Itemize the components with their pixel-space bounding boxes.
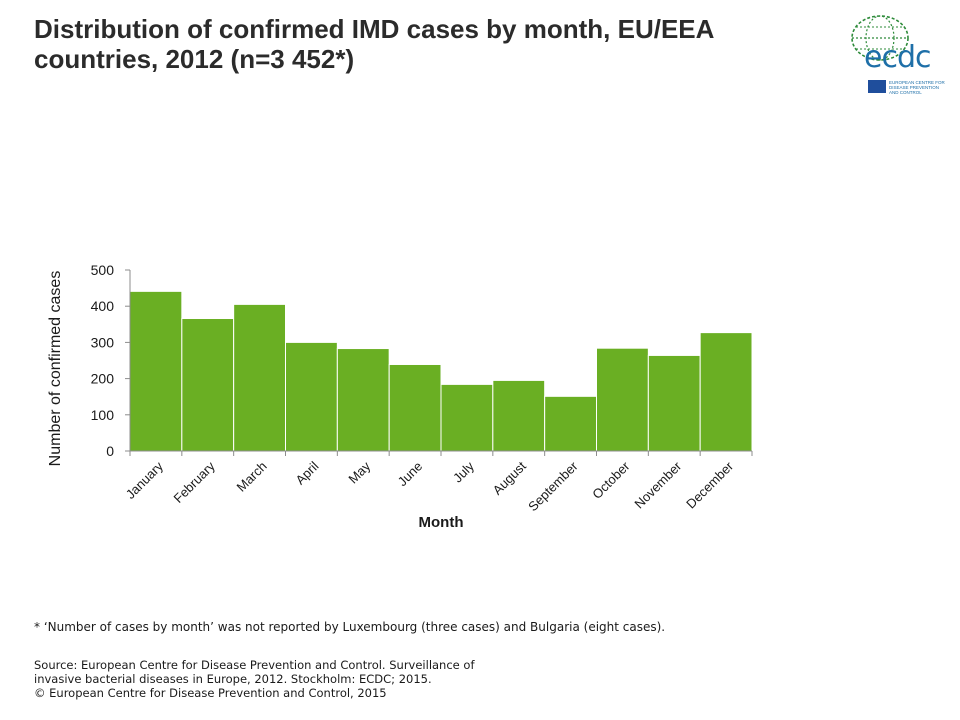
copyright-line: © European Centre for Disease Prevention… <box>34 686 387 700</box>
bar-september <box>544 395 598 452</box>
x-tick-label: April <box>293 458 322 487</box>
source-citation: Source: European Centre for Disease Prev… <box>34 658 514 700</box>
bar-october <box>596 347 649 452</box>
bar-july <box>440 383 494 452</box>
source-line: Source: European Centre for Disease Prev… <box>34 658 475 672</box>
bar-august <box>492 379 546 452</box>
logo-subtitle: EUROPEAN CENTRE FOR DISEASE PREVENTION A… <box>889 80 945 95</box>
x-tick-label: March <box>234 459 270 495</box>
y-axis-label: Number of confirmed cases <box>47 271 64 467</box>
bar-chart: 0 100 200 300 400 500 January February March Apr… <box>47 262 753 531</box>
y-tick-label: 0 <box>106 443 114 459</box>
bar-february <box>181 318 235 452</box>
bar-june <box>388 363 442 452</box>
x-tick-label: November <box>631 458 684 511</box>
logo-wordmark: ecdc <box>864 40 931 75</box>
bar-may <box>336 348 390 452</box>
bar-november <box>647 354 701 452</box>
x-tick-label: February <box>170 458 218 506</box>
bar-march <box>233 303 287 452</box>
x-tick-label: July <box>450 458 477 485</box>
ecdc-logo: ecdc EUROPEAN CENTRE FOR DISEASE PREVENT… <box>846 10 945 100</box>
source-line: invasive bacterial diseases in Europe, 2… <box>34 672 432 686</box>
x-axis-ticks: January February March April May June July Augu… <box>123 451 753 514</box>
globe-icon <box>851 15 909 61</box>
footnote: * ‘Number of cases by month’ was not rep… <box>34 620 666 634</box>
y-tick-label: 100 <box>91 407 115 423</box>
x-axis-label: Month <box>419 514 464 531</box>
x-tick-label: December <box>683 458 736 511</box>
y-tick-label: 200 <box>91 371 115 387</box>
bar-december <box>699 332 753 452</box>
bar-april <box>285 341 338 452</box>
x-tick-label: October <box>589 458 633 502</box>
bar-january <box>129 290 183 452</box>
x-tick-label: June <box>395 459 426 490</box>
y-tick-label: 400 <box>91 298 115 314</box>
chart-title: Distribution of confirmed IMD cases by m… <box>34 14 714 74</box>
x-tick-label: August <box>490 458 529 497</box>
y-tick-label: 300 <box>91 334 115 350</box>
y-tick-label: 500 <box>91 262 115 278</box>
y-axis-ticks: 0 100 200 300 400 500 <box>91 262 130 459</box>
x-tick-label: May <box>345 458 373 486</box>
bars-group <box>129 290 753 452</box>
x-tick-label: September <box>525 458 581 514</box>
x-tick-label: January <box>123 458 167 502</box>
eu-flag-icon <box>868 80 886 93</box>
